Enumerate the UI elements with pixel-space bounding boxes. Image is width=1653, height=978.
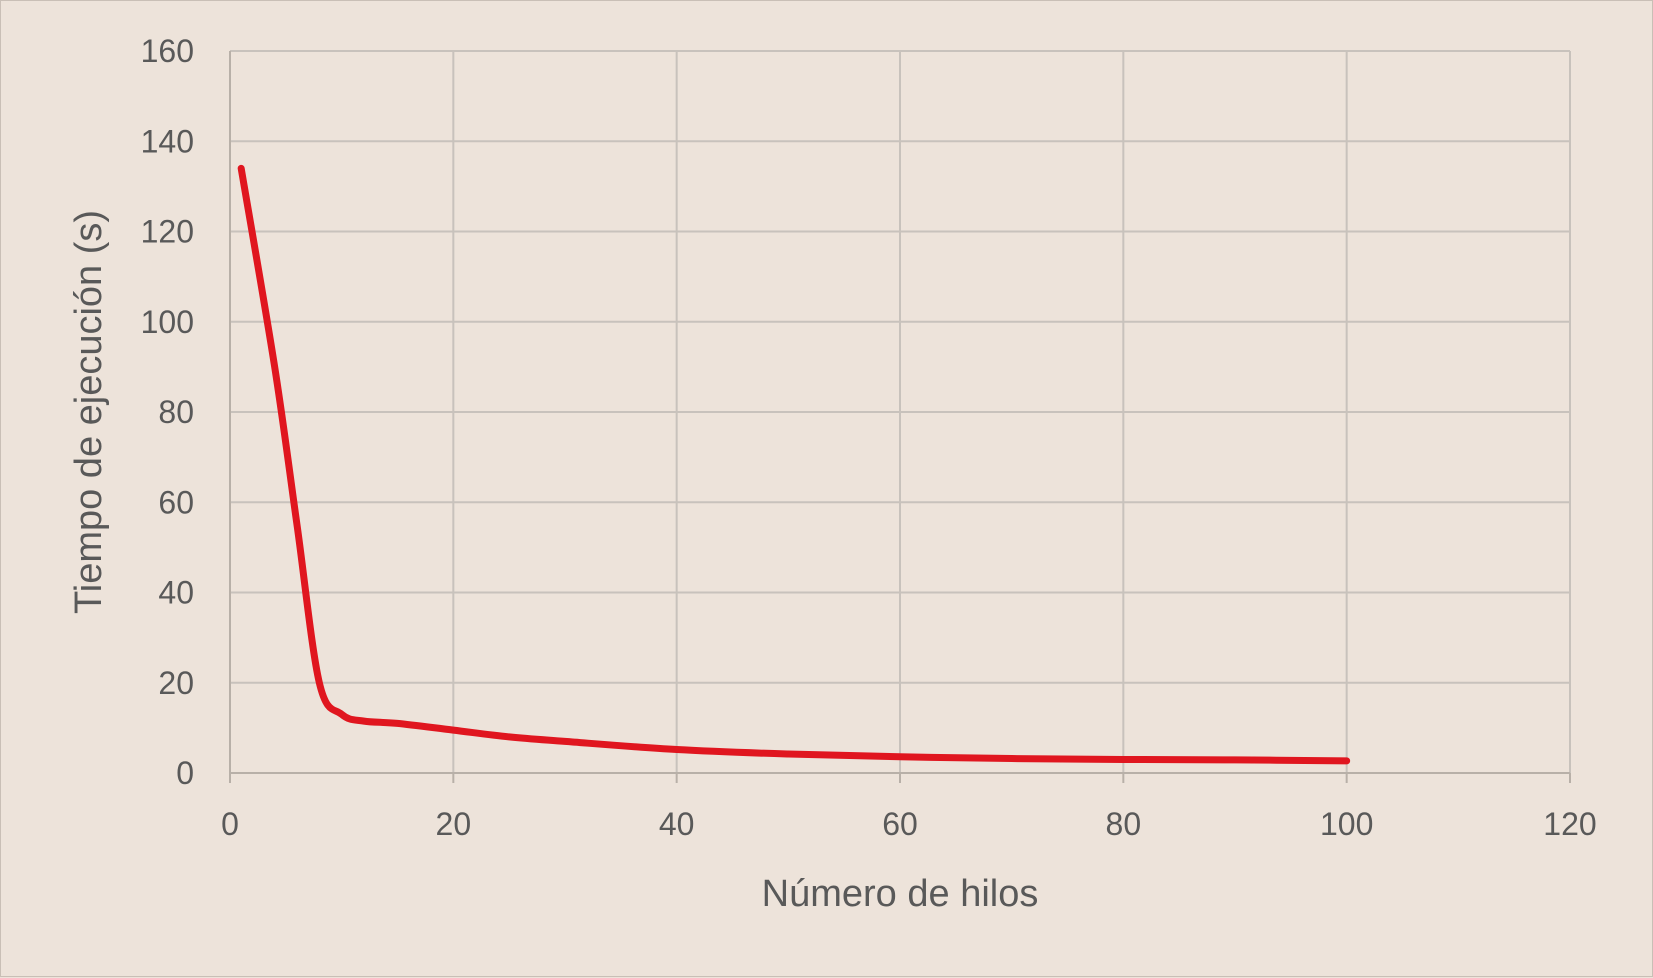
axes bbox=[229, 51, 1571, 783]
gridlines bbox=[230, 50, 1571, 773]
series-line bbox=[237, 164, 1351, 765]
tick-labels: 0 20 40 60 80 100 120 140 160 0 20 40 60 80 100 120 bbox=[141, 33, 1597, 842]
y-axis-title: Tiempo de ejecución (s) bbox=[68, 210, 110, 614]
x-tick-label: 80 bbox=[1106, 806, 1142, 842]
y-tick-label: 60 bbox=[158, 484, 194, 520]
x-tick-label: 60 bbox=[882, 806, 918, 842]
y-tick-label: 100 bbox=[141, 304, 194, 340]
y-tick-label: 0 bbox=[176, 755, 194, 791]
y-tick-label: 120 bbox=[141, 214, 194, 250]
x-tick-label: 20 bbox=[436, 806, 472, 842]
x-tick-label: 0 bbox=[221, 806, 239, 842]
x-tick-label: 40 bbox=[659, 806, 695, 842]
y-tick-label: 20 bbox=[158, 665, 194, 701]
y-tick-label: 140 bbox=[141, 123, 194, 159]
y-tick-label: 160 bbox=[141, 33, 194, 69]
y-tick-label: 40 bbox=[158, 575, 194, 611]
x-axis-title: Número de hilos bbox=[762, 873, 1039, 915]
series-layer bbox=[237, 164, 1351, 765]
y-tick-label: 80 bbox=[158, 394, 194, 430]
x-tick-label: 100 bbox=[1320, 806, 1373, 842]
x-tick-label: 120 bbox=[1543, 806, 1596, 842]
